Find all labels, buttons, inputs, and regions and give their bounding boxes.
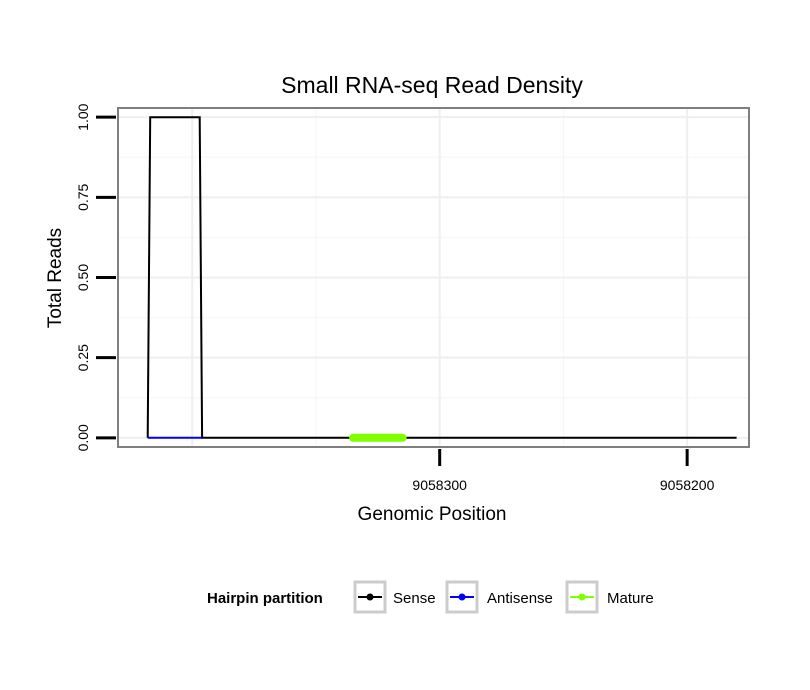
legend-key-box [445, 580, 479, 614]
legend-label: Sense [393, 590, 436, 607]
x-axis: 9058300 9058200 [412, 449, 715, 493]
legend-key-point [458, 593, 466, 601]
series-layer [146, 116, 737, 442]
legend-entry-mature: Mature [565, 580, 654, 614]
x-tick-label: 9058300 [412, 477, 467, 493]
y-tick-label: 1.00 [75, 103, 91, 130]
legend-entry-sense: Sense [353, 580, 436, 614]
legend-key-point [578, 593, 586, 601]
legend-title: Hairpin partition [207, 590, 323, 607]
plot-border [117, 107, 750, 448]
x-tick-label: 9058200 [660, 477, 715, 493]
y-axis-title: Total Reads [45, 228, 66, 328]
x-axis-title: Genomic Position [358, 504, 507, 525]
y-tick-label: 0.00 [75, 424, 91, 451]
y-tick-label: 0.50 [75, 264, 91, 291]
y-tick-label: 0.25 [75, 344, 91, 371]
y-axis: 0.00 0.25 0.50 0.75 1.00 [75, 103, 116, 451]
chart-title: Small RNA-seq Read Density [281, 72, 583, 98]
legend-key-point [366, 593, 374, 601]
y-tick-label: 0.75 [75, 183, 91, 210]
legend-entry-antisense: Antisense [445, 580, 553, 614]
legend-label: Mature [607, 590, 654, 607]
legend-label: Antisense [487, 590, 553, 607]
legend: Hairpin partition Sense Antisense Mature [207, 580, 654, 614]
